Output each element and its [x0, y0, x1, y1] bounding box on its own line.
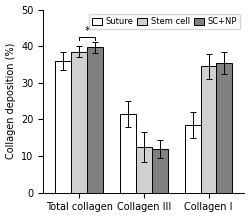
Bar — [136, 147, 152, 193]
Bar — [87, 47, 103, 193]
Legend: Suture, Stem cell, SC+NP: Suture, Stem cell, SC+NP — [89, 14, 240, 29]
Bar — [56, 61, 71, 193]
Bar — [216, 63, 232, 193]
Text: *: * — [84, 26, 90, 36]
Bar — [200, 66, 216, 193]
Bar — [71, 52, 87, 193]
Bar — [120, 114, 136, 193]
Y-axis label: Collagen deposition (%): Collagen deposition (%) — [6, 43, 16, 159]
Bar — [185, 125, 200, 193]
Bar — [152, 149, 168, 193]
